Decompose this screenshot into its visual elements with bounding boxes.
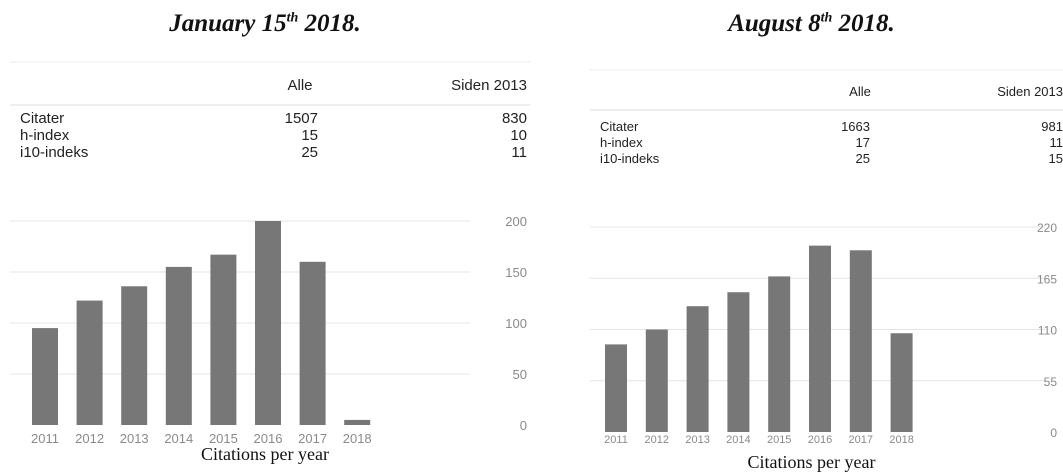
bar-2014 [727,292,750,432]
heading-ordinal: th [820,10,833,26]
stats-row-label: i10-indeks [600,151,660,166]
stats-row-label: h-index [20,127,70,144]
bar-2011 [605,344,627,432]
panel-august: August 8th 2018. Alle Siden 2013 Citater 16… [560,0,1063,475]
stats-row-since: 981 [1041,119,1063,134]
x-tick-label: 2011 [604,434,628,446]
bar-2013 [686,306,709,432]
y-tick-label: 110 [1038,324,1057,338]
x-tick-label: 2018 [889,434,913,446]
stats-row-since: 830 [502,110,527,127]
stats-row-all: 1663 [841,119,870,134]
stats-row-label: i10-indeks [20,144,88,161]
chart-caption: Citations per year [201,444,329,464]
panel-heading: January 15th 2018. [0,10,530,38]
stats-header-all: Alle [849,84,871,99]
stats-row-label: h-index [600,135,643,150]
stats-row-all: 17 [856,135,870,150]
y-tick-label: 220 [1037,221,1057,235]
stats-row-label: Citater [20,110,64,127]
bar-2015 [210,254,237,425]
bar-2018 [344,419,371,425]
x-tick-label: 2017 [849,434,873,446]
stats-header-since: Siden 2013 [997,84,1063,99]
x-tick-label: 2017 [298,431,327,446]
bar-2012 [645,329,668,432]
x-tick-label: 2012 [645,434,669,446]
stats-row-all: 25 [856,151,870,166]
stats-row-label: Citater [600,119,639,134]
stats-row-since: 11 [511,144,527,161]
x-tick-label: 2011 [31,431,59,446]
stats-row-all: 1507 [285,110,318,127]
stats-row-since: 15 [1049,151,1063,166]
bar-2012 [76,300,103,425]
heading-ordinal: th [286,10,299,26]
stats-row-since: 11 [1050,135,1063,150]
x-tick-label: 2015 [209,431,238,446]
bar-2017 [299,261,326,425]
panel-january: January 15th 2018. Alle Siden 2013 Citater… [0,0,530,475]
x-tick-label: 2018 [343,431,372,446]
heading-date: August 8 [728,10,821,37]
stats-row-all: 25 [301,144,318,161]
y-tick-label: 200 [505,214,527,229]
x-tick-label: 2014 [726,434,750,446]
x-tick-label: 2016 [808,434,832,446]
y-tick-label: 165 [1037,272,1057,286]
stats-header-since: Siden 2013 [451,77,527,94]
x-tick-label: 2015 [767,434,791,446]
y-tick-label: 50 [513,367,527,382]
stats-row-since: 10 [510,127,527,144]
x-tick-label: 2013 [120,431,149,446]
x-tick-label: 2013 [685,434,709,446]
y-tick-label: 0 [520,418,527,433]
bar-2013 [121,286,148,425]
bar-2017 [849,250,872,432]
panel-heading: August 8th 2018. [560,10,1063,38]
citations-chart: Alle Siden 2013 Citater 1663 981 h-index 17 11 i… [590,69,1063,446]
heading-date: January 15 [169,10,287,37]
y-tick-label: 55 [1044,375,1058,389]
x-tick-label: 2014 [164,431,193,446]
y-tick-label: 150 [505,265,527,280]
x-tick-label: 2012 [75,431,104,446]
heading-year: 2018. [832,10,895,37]
stats-row-all: 15 [301,127,318,144]
bar-2016 [809,245,831,432]
stats-header-all: Alle [287,77,312,94]
chart-caption: Citations per year [747,452,876,472]
bar-2016 [255,221,281,425]
bar-2015 [768,276,791,432]
bar-2018 [890,333,913,432]
bar-2011 [32,328,58,425]
x-tick-label: 2016 [254,431,283,446]
y-tick-label: 0 [1050,426,1057,440]
bar-2014 [165,266,192,425]
citations-chart: Alle Siden 2013 Citater 1507 830 h-index 15 10 i… [10,61,530,446]
heading-year: 2018. [298,10,361,37]
y-tick-label: 100 [505,316,527,331]
